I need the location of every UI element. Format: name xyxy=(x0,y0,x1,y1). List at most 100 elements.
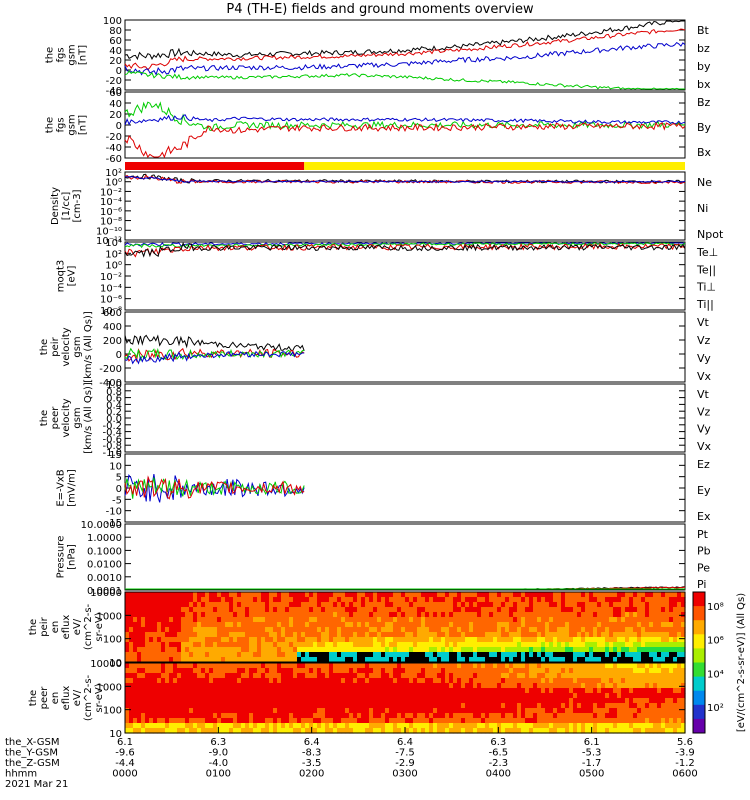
spectrogram-cell xyxy=(301,668,306,674)
spectrogram-cell xyxy=(601,703,606,709)
spectrogram-cell xyxy=(401,663,406,669)
spectrogram-cell xyxy=(405,693,410,699)
spectrogram-cell xyxy=(409,678,414,684)
spectrogram-cell xyxy=(493,652,498,658)
y-axis-label-line: gsm xyxy=(67,44,78,65)
spectrogram-cell xyxy=(161,663,166,669)
spectrogram-cell xyxy=(625,688,630,694)
spectrogram-cell xyxy=(197,698,202,704)
spectrogram-cell xyxy=(405,622,410,628)
spectrogram-cell xyxy=(169,723,174,729)
spectrogram-cell xyxy=(397,728,402,734)
spectrogram-cell xyxy=(509,688,514,694)
spectrogram-cell xyxy=(353,612,358,618)
spectrogram-cell xyxy=(601,723,606,729)
spectrogram-cell xyxy=(637,728,642,734)
spectrogram-cell xyxy=(189,617,194,623)
spectrogram-cell xyxy=(461,693,466,699)
spectrogram-cell xyxy=(573,632,578,638)
spectrogram-cell xyxy=(249,723,254,729)
spectrogram-cell xyxy=(477,597,482,603)
y-axis-label-line: [1/cc] xyxy=(61,192,72,221)
spectrogram-cell xyxy=(509,693,514,699)
spectrogram-cell xyxy=(229,688,234,694)
spectrogram-cell xyxy=(593,657,598,663)
spectrogram-cell xyxy=(661,673,666,679)
spectrogram-cell xyxy=(481,632,486,638)
spectrogram-cell xyxy=(165,713,170,719)
spectrogram-cell xyxy=(661,698,666,704)
spectrogram-cell xyxy=(509,668,514,674)
spectrogram-cell xyxy=(225,678,230,684)
spectrogram-cell xyxy=(277,637,282,643)
spectrogram-cell xyxy=(545,678,550,684)
spectrogram-cell xyxy=(197,678,202,684)
spectrogram-cell xyxy=(489,642,494,648)
spectrogram-cell xyxy=(421,627,426,633)
spectrogram-cell xyxy=(609,592,614,598)
spectrogram-cell xyxy=(385,698,390,704)
spectrogram-cell xyxy=(401,632,406,638)
spectrogram-cell xyxy=(345,663,350,669)
spectrogram-cell xyxy=(281,657,286,663)
x-tick-label-x: 6.4 xyxy=(397,737,413,748)
spectrogram-cell xyxy=(421,642,426,648)
spectrogram-cell xyxy=(337,668,342,674)
spectrogram-cell xyxy=(529,728,534,734)
x-tick-label-hhmm: 0000 xyxy=(112,769,137,780)
spectrogram-cell xyxy=(385,728,390,734)
spectrogram-cell xyxy=(421,698,426,704)
y-tick-label: 0.8 xyxy=(106,387,122,398)
spectrogram-cell xyxy=(593,597,598,603)
spectrogram-cell xyxy=(293,723,298,729)
spectrogram-cell xyxy=(637,592,642,598)
spectrogram-cell xyxy=(209,632,214,638)
spectrogram-cell xyxy=(569,617,574,623)
spectrogram-cell xyxy=(557,698,562,704)
spectrogram-cell xyxy=(361,703,366,709)
spectrogram-cell xyxy=(277,723,282,729)
spectrogram-cell xyxy=(565,627,570,633)
spectrogram-cell xyxy=(581,718,586,724)
spectrogram-cell xyxy=(553,632,558,638)
spectrogram-cell xyxy=(177,718,182,724)
spectrogram-cell xyxy=(181,683,186,689)
spectrogram-cell xyxy=(133,602,138,608)
spectrogram-cell xyxy=(309,607,314,613)
spectrogram-cell xyxy=(381,703,386,709)
spectrogram-cell xyxy=(417,663,422,669)
spectrogram-cell xyxy=(137,708,142,714)
spectrogram-cell xyxy=(425,698,430,704)
spectrogram-cell xyxy=(597,693,602,699)
spectrogram-cell xyxy=(181,602,186,608)
spectrogram-cell xyxy=(269,698,274,704)
spectrogram-cell xyxy=(149,627,154,633)
spectrogram-cell xyxy=(341,657,346,663)
spectrogram-cell xyxy=(145,617,150,623)
spectrogram-cell xyxy=(517,627,522,633)
y-tick-label: -20 xyxy=(106,76,122,87)
spectrogram-cell xyxy=(549,693,554,699)
spectrogram-cell xyxy=(597,678,602,684)
x-tick-label-z: -2.3 xyxy=(489,758,509,769)
spectrogram-cell xyxy=(273,678,278,684)
spectrogram-cell xyxy=(161,693,166,699)
spectrogram-cell xyxy=(625,627,630,633)
spectrogram-cell xyxy=(581,642,586,648)
spectrogram-cell xyxy=(521,718,526,724)
spectrogram-cell xyxy=(345,642,350,648)
spectrogram-cell xyxy=(405,663,410,669)
spectrogram-cell xyxy=(405,612,410,618)
spectrogram-cell xyxy=(445,607,450,613)
spectrogram-cell xyxy=(361,723,366,729)
legend-entry: Te|| xyxy=(696,263,716,276)
spectrogram-cell xyxy=(641,728,646,734)
spectrogram-cell xyxy=(581,723,586,729)
spectrogram-cell xyxy=(309,723,314,729)
spectrogram-cell xyxy=(665,688,670,694)
spectrogram-cell xyxy=(445,652,450,658)
spectrogram-cell xyxy=(353,632,358,638)
spectrogram-cell xyxy=(421,718,426,724)
spectrogram-cell xyxy=(637,673,642,679)
spectrogram-cell xyxy=(405,688,410,694)
